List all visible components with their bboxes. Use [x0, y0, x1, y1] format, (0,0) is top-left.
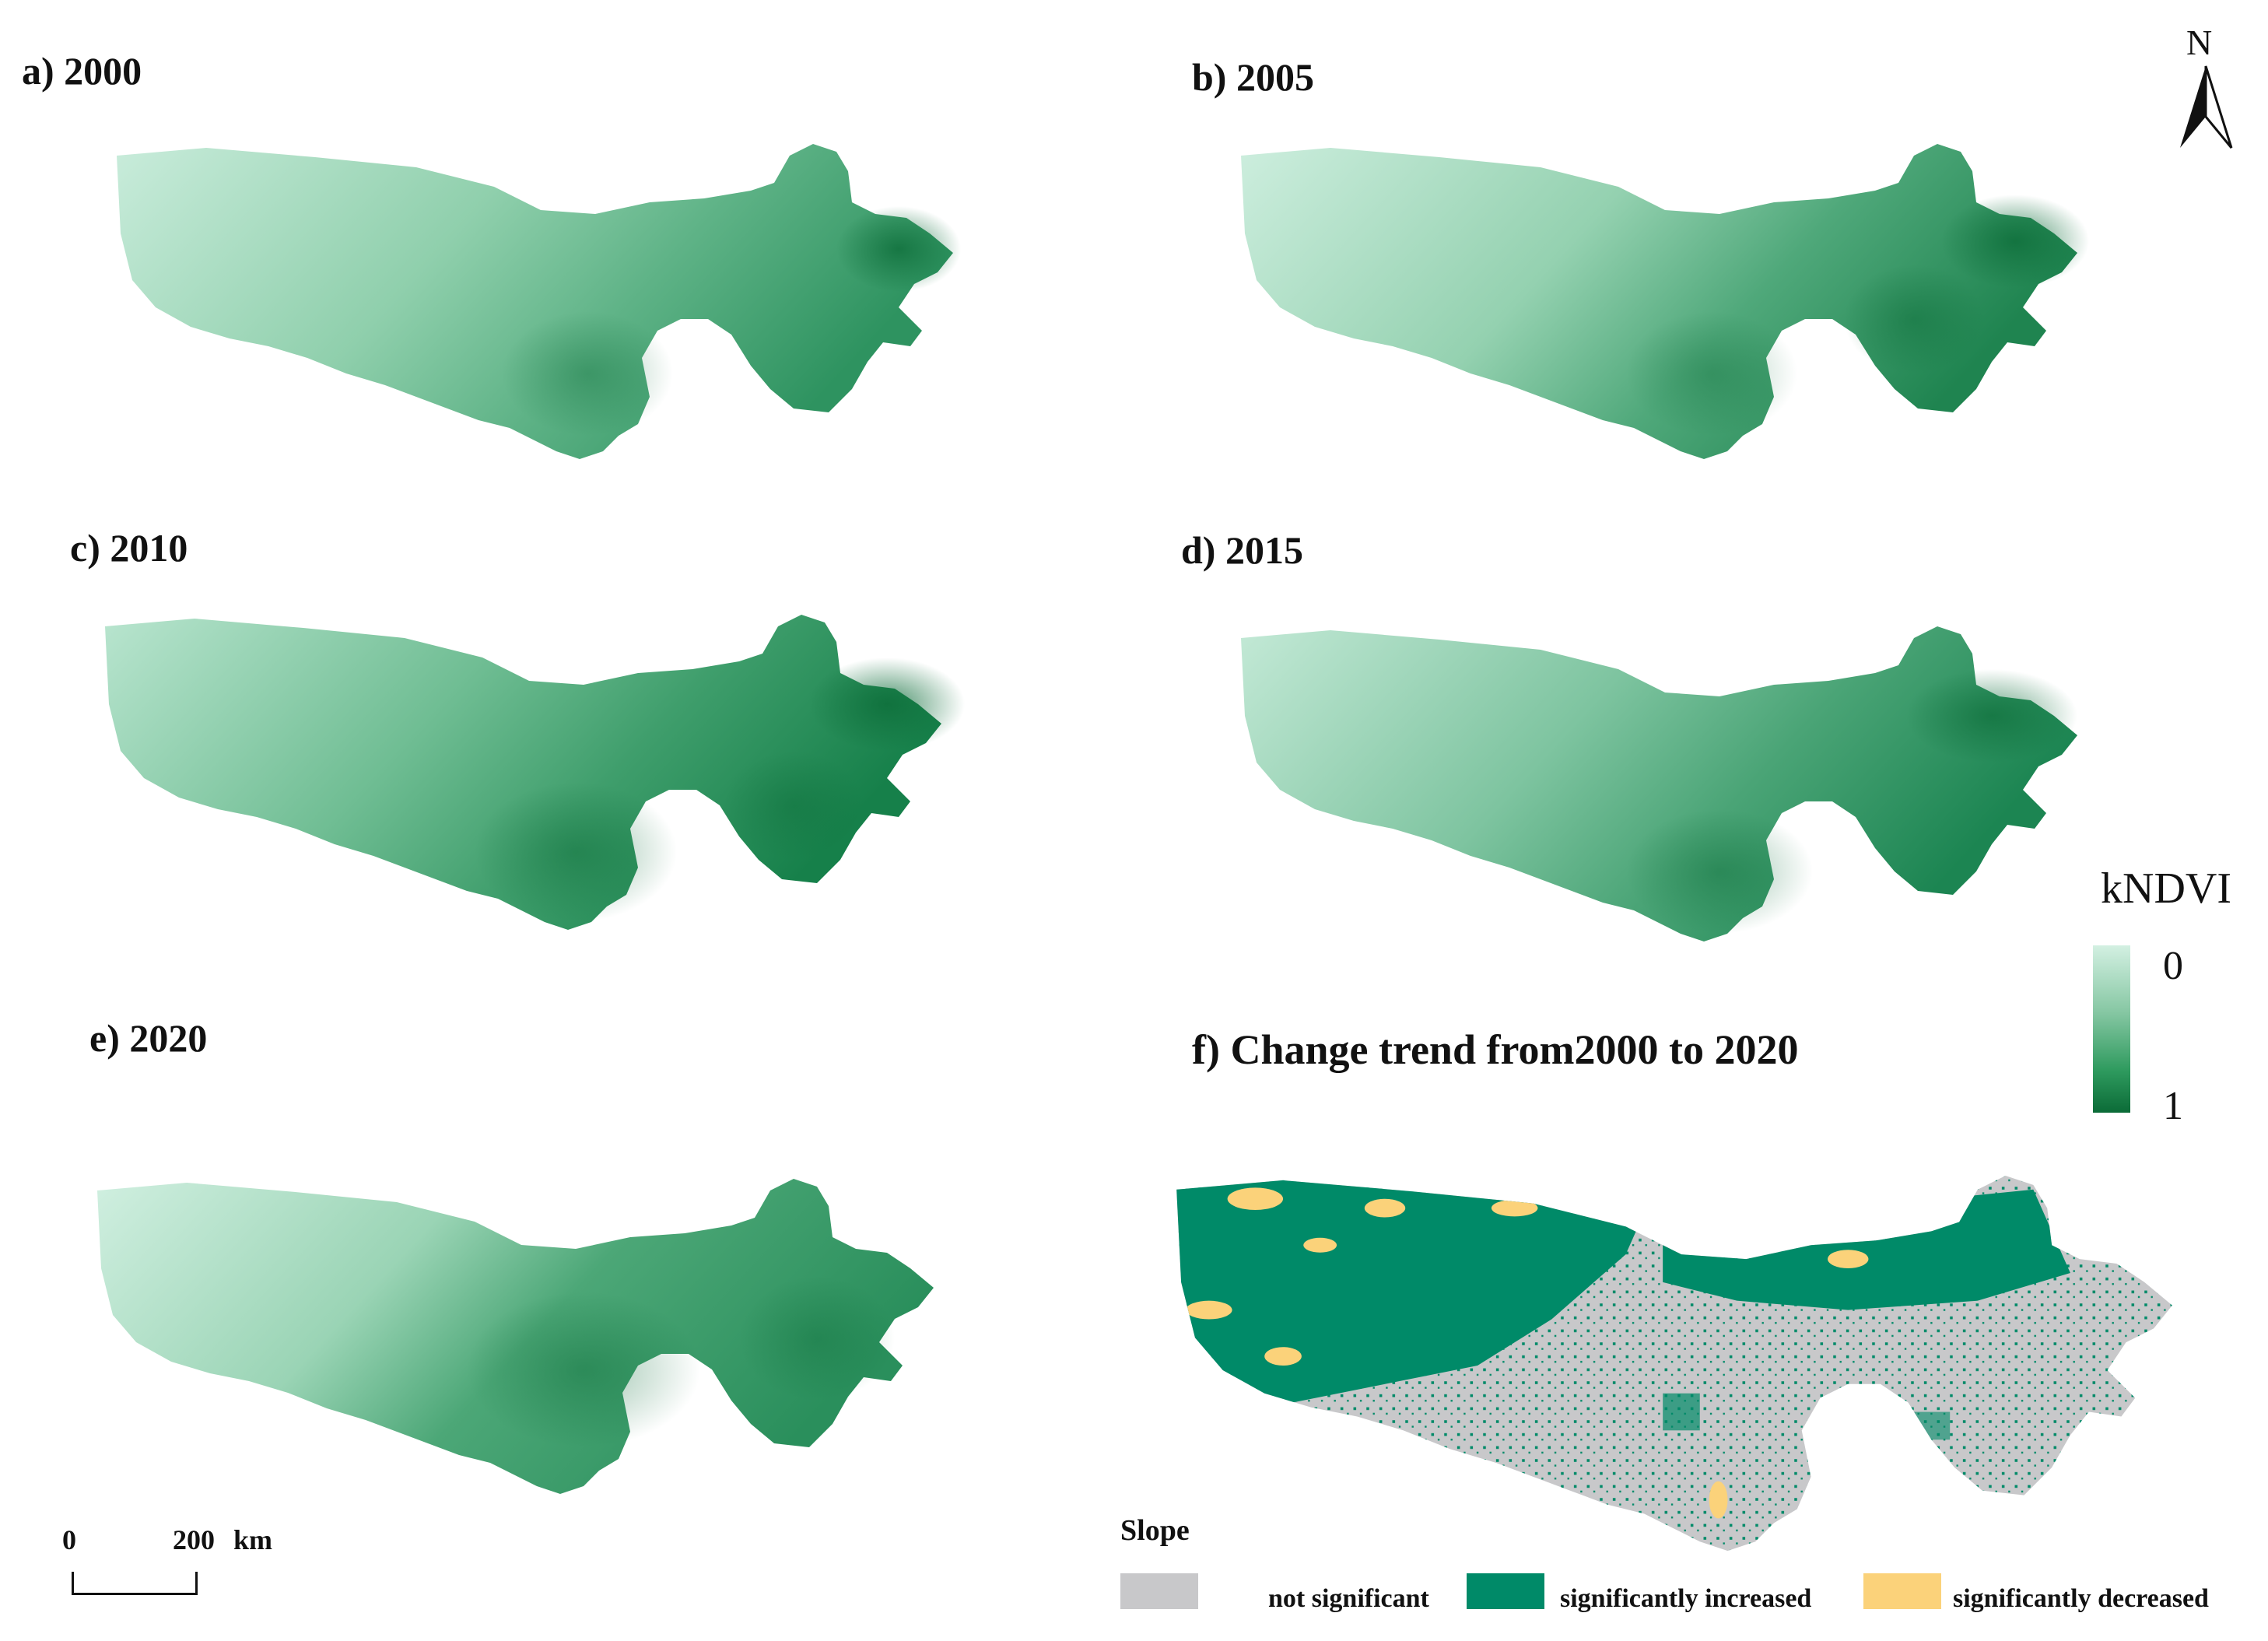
- kndvi-map-2020: [70, 1175, 965, 1502]
- kndvi-map-2000: [89, 140, 984, 467]
- panel-title-a: a) 2000: [22, 49, 142, 93]
- north-arrow-icon: [2171, 23, 2241, 156]
- swatch-significantly-decreased: [1863, 1573, 1941, 1609]
- scale-start: 0: [62, 1524, 76, 1555]
- kndvi-color-ramp: [2093, 945, 2130, 1113]
- slope-legend-title: Slope: [1120, 1514, 1190, 1547]
- kndvi-label-bottom: 1: [2163, 1084, 2183, 1128]
- scale-end: 200: [173, 1524, 215, 1555]
- kndvi-map-2010: [78, 611, 973, 938]
- kndvi-legend-title: kNDVI: [2101, 864, 2231, 913]
- kndvi-label-top: 0: [2163, 944, 2183, 988]
- panel-title-b: b) 2005: [1192, 55, 1314, 99]
- label-significantly-decreased: significantly decreased: [1953, 1584, 2209, 1613]
- panel-title-c: c) 2010: [70, 526, 188, 570]
- north-label: N: [2186, 23, 2213, 62]
- swatch-not-significant: [1120, 1573, 1198, 1609]
- label-significantly-increased: significantly increased: [1560, 1584, 1812, 1613]
- kndvi-map-2005: [1214, 140, 2109, 467]
- panel-title-f: f) Change trend from2000 to 2020: [1192, 1026, 1799, 1073]
- swatch-significantly-increased: [1467, 1573, 1544, 1609]
- panel-title-e: e) 2020: [89, 1016, 208, 1060]
- kndvi-map-2015: [1214, 622, 2109, 949]
- panel-title-d: d) 2015: [1181, 528, 1303, 572]
- scale-bar: [72, 1572, 198, 1595]
- slope-trend-map: [1144, 1171, 2210, 1560]
- label-not-significant: not significant: [1268, 1584, 1429, 1613]
- scale-unit: km: [233, 1524, 273, 1555]
